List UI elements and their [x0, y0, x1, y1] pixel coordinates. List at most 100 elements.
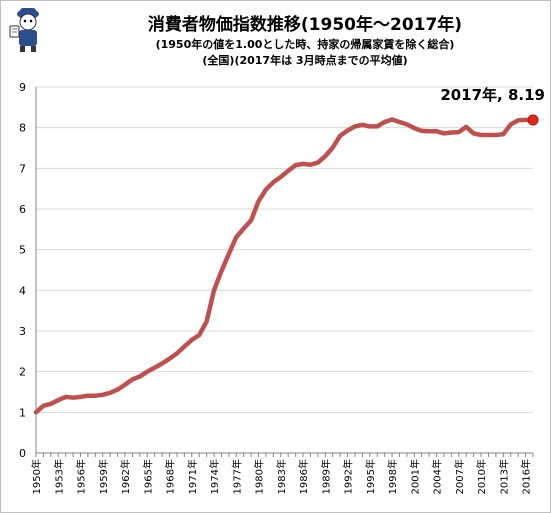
data-point: [442, 131, 446, 135]
x-tick-label: 1992年: [342, 459, 355, 494]
data-point: [49, 402, 53, 406]
x-tick-label: 2001年: [408, 459, 421, 494]
data-point: [138, 375, 142, 379]
chart-title: 消費者物価指数推移(1950年～2017年): [147, 15, 463, 35]
data-point: [108, 391, 112, 395]
data-point: [294, 163, 298, 167]
x-tick-label: 1956年: [75, 459, 88, 494]
data-point: [175, 351, 179, 355]
x-tick-label: 1971年: [186, 459, 199, 494]
data-point: [360, 123, 364, 127]
data-point: [242, 227, 246, 231]
x-tick-label: 1995年: [364, 459, 377, 494]
data-point: [457, 130, 461, 134]
data-point: [308, 163, 312, 167]
data-point: [301, 162, 305, 166]
y-tick-label: 4: [19, 284, 26, 297]
data-point: [64, 395, 68, 399]
x-tick-label: 2016年: [520, 459, 533, 494]
series-line: [33, 117, 536, 415]
data-point: [286, 169, 290, 173]
data-point: [449, 131, 453, 135]
data-point: [464, 125, 468, 129]
last-point-marker: [527, 114, 539, 126]
data-point: [412, 126, 416, 130]
data-point: [405, 122, 409, 126]
data-point: [86, 394, 90, 398]
x-tick-label: 1968年: [164, 459, 177, 494]
data-point: [168, 357, 172, 361]
x-tick-label: 1962年: [119, 459, 132, 494]
data-point: [323, 154, 327, 158]
data-point: [130, 377, 134, 381]
x-tick-label: 1986年: [297, 459, 310, 494]
y-tick-label: 1: [19, 406, 26, 419]
x-tick-label: 1959年: [97, 459, 110, 494]
data-point: [79, 395, 83, 399]
y-tick-label: 5: [19, 244, 26, 257]
x-tick-label: 1953年: [52, 459, 65, 494]
data-point: [182, 344, 186, 348]
data-point: [56, 398, 60, 402]
data-point: [316, 161, 320, 165]
data-point: [123, 383, 127, 387]
mascot-character-icon: [6, 4, 50, 54]
data-point: [205, 320, 209, 324]
data-point: [153, 366, 157, 370]
chart-subtitle-line-1: (1950年の値を1.00とした時、持家の帰属家賃を除く総合): [155, 38, 455, 51]
x-tick-label: 2013年: [497, 459, 510, 494]
data-point: [93, 394, 97, 398]
y-tick-label: 2: [19, 366, 26, 379]
x-tick-label: 1977年: [230, 459, 243, 494]
data-point: [71, 396, 75, 400]
data-point: [427, 129, 431, 133]
data-point: [397, 120, 401, 124]
data-point: [375, 124, 379, 128]
data-point: [390, 118, 394, 122]
last-point-label: 2017年, 8.19: [440, 86, 545, 104]
x-tick-label: 1998年: [386, 459, 399, 494]
data-point: [197, 333, 201, 337]
data-point: [346, 129, 350, 133]
y-tick-label: 0: [19, 447, 26, 460]
data-point: [494, 133, 498, 137]
data-point: [516, 118, 520, 122]
data-point: [264, 187, 268, 191]
y-tick-label: 7: [19, 162, 26, 175]
y-tick-label: 9: [19, 81, 26, 94]
data-point: [271, 180, 275, 184]
data-point: [234, 235, 238, 239]
x-tick-label: 2010年: [475, 459, 488, 494]
data-point: [257, 199, 261, 203]
data-point: [509, 122, 513, 126]
data-point: [190, 338, 194, 342]
data-point: [338, 134, 342, 138]
data-point: [249, 218, 253, 222]
x-tick-label: 2004年: [431, 459, 444, 494]
x-tick-label: 1980年: [253, 459, 266, 494]
data-point: [34, 410, 38, 414]
data-point: [279, 175, 283, 179]
chart-subtitle-line-2: (全国)(2017年は 3月時点までの平均値): [202, 54, 408, 67]
data-point: [41, 404, 45, 408]
y-tick-label: 6: [19, 203, 26, 216]
data-point: [472, 131, 476, 135]
data-point: [353, 124, 357, 128]
x-tick-label: 1950年: [30, 459, 43, 494]
data-point: [368, 124, 372, 128]
x-tick-label: 1974年: [208, 459, 221, 494]
data-point: [486, 133, 490, 137]
data-point: [219, 269, 223, 273]
data-point: [331, 146, 335, 150]
x-tick-label: 1965年: [141, 459, 154, 494]
data-point: [479, 133, 483, 137]
data-point: [435, 129, 439, 133]
data-point: [145, 370, 149, 374]
data-point: [101, 393, 105, 397]
data-point: [383, 120, 387, 124]
data-point: [524, 118, 528, 122]
y-tick-label: 3: [19, 325, 26, 338]
x-tick-label: 1983年: [275, 459, 288, 494]
